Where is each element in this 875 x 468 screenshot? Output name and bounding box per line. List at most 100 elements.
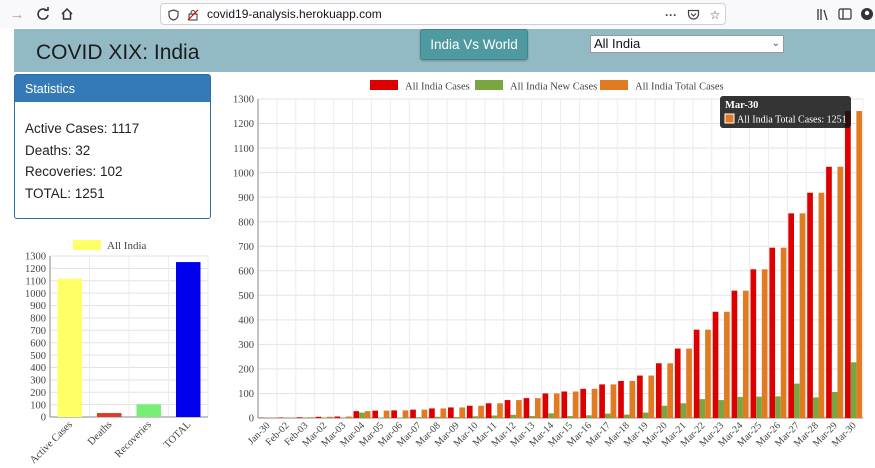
bar-mar-21-1: [680, 403, 687, 418]
bar-feb-03-0: [296, 417, 303, 418]
library-icon[interactable]: [814, 5, 832, 23]
bar-mar-08-1: [434, 416, 441, 418]
region-select-value: All India: [594, 36, 641, 51]
y-tick-label: 1200: [25, 264, 46, 275]
y-tick-label: 100: [238, 389, 254, 400]
y-tick-label: 1100: [233, 144, 254, 155]
bar-mar-26-0: [769, 247, 776, 418]
bar-mar-26-1: [775, 396, 781, 418]
bar-mar-30-1: [850, 362, 857, 418]
legend-label-1: All India New Cases: [510, 82, 597, 93]
y-tick-label: 800: [238, 217, 254, 228]
y-tick-label: 200: [238, 365, 254, 376]
y-tick-label: 0: [249, 414, 254, 425]
y-tick-label: 1300: [233, 95, 254, 106]
y-tick-label: 600: [238, 266, 254, 277]
bar-mar-04-1: [359, 412, 365, 418]
bar-mar-02-0: [315, 416, 322, 418]
bar-mar-21-2: [686, 348, 692, 418]
bar-mar-22-0: [693, 329, 700, 418]
bar-mar-22-2: [705, 329, 711, 418]
bar-mar-15-1: [567, 416, 573, 418]
y-tick-label: 100: [30, 400, 46, 411]
stat-deaths: Deaths: 32: [25, 142, 91, 158]
y-tick-label: 900: [238, 193, 254, 204]
bar-mar-20-1: [661, 405, 668, 418]
shield-icon[interactable]: [165, 7, 181, 23]
bar-mar-17-1: [604, 413, 611, 418]
bar-mar-12-1: [510, 414, 517, 418]
bar-mar-29-0: [826, 166, 832, 418]
x-tick-label: TOTAL: [162, 419, 193, 450]
chevron-down-icon: ⌄: [771, 38, 780, 49]
y-tick-label: 700: [30, 326, 46, 337]
bar-mar-18-2: [629, 380, 636, 418]
bar-mar-10-0: [466, 405, 473, 418]
stat-total: TOTAL: 1251: [25, 185, 105, 201]
home-icon[interactable]: [58, 5, 76, 23]
bar-mar-16-1: [586, 415, 592, 418]
bar-mar-24-2: [742, 290, 749, 418]
bar-mar-05-0: [372, 410, 379, 418]
bar-mar-10-2: [478, 405, 484, 418]
bar-mar-11-2: [497, 403, 503, 418]
bar-mar-18-0: [618, 380, 624, 418]
bar-mar-18-1: [623, 414, 630, 418]
bar-mar-04-2: [364, 411, 371, 418]
tooltip-swatch: [724, 113, 735, 124]
bar-mar-19-2: [648, 375, 655, 418]
page-actions-icon[interactable]: ···: [665, 8, 677, 22]
reload-icon[interactable]: [34, 5, 52, 23]
bar-mar-14-0: [542, 393, 549, 418]
legend-swatch-all-india: [73, 240, 101, 250]
legend-swatch-0: [370, 80, 398, 90]
account-icon[interactable]: [858, 5, 875, 23]
daily-cases-bar-chart: 0 100 200 300 400 500 600 700 800 900 1000 1100 1200…: [233, 80, 864, 449]
bar-mar-23-1: [718, 400, 725, 418]
region-select[interactable]: All India ⌄: [590, 35, 784, 53]
y-tick-label: 500: [238, 291, 254, 302]
bar-mar-20-0: [655, 363, 662, 418]
insecure-lock-icon[interactable]: [185, 7, 201, 23]
back-arrow-icon[interactable]: →: [9, 5, 25, 23]
x-tick-label: Deaths: [86, 419, 114, 447]
bar-mar-22-1: [699, 399, 706, 418]
bar-mar-02-2: [327, 416, 333, 418]
bar-mar-12-0: [504, 400, 511, 418]
bar-mar-09-1: [453, 417, 460, 418]
bar-mar-11-0: [485, 403, 492, 418]
bar-recoveries: [136, 404, 161, 417]
bar-mar-16-2: [591, 388, 598, 418]
y-tick-label: 900: [30, 301, 46, 312]
bar-mar-27-2: [799, 213, 806, 418]
stat-recoveries: Recoveries: 102: [25, 164, 123, 179]
bar-mar-06-2: [402, 410, 409, 418]
bar-mar-07-2: [421, 409, 428, 418]
address-bar[interactable]: covid19-analysis.herokuapp.com ··· ☆: [160, 3, 726, 25]
bar-mar-23-2: [724, 311, 730, 418]
bar-mar-14-1: [548, 413, 554, 418]
bar-mar-19-0: [637, 375, 643, 418]
bar-mar-21-0: [674, 348, 681, 418]
bar-mar-29-1: [831, 391, 838, 418]
tooltip-title: Mar-30: [725, 100, 758, 111]
y-tick-label: 700: [238, 242, 254, 253]
url-text: covid19-analysis.herokuapp.com: [207, 7, 382, 21]
bar-mar-09-0: [448, 407, 454, 418]
bar-mar-10-1: [472, 416, 479, 418]
bar-mar-20-2: [667, 363, 673, 418]
bar-mar-25-2: [761, 269, 768, 418]
pocket-icon[interactable]: [685, 7, 701, 23]
app-header: COVID XIX: India India Vs World All Indi…: [14, 29, 875, 72]
india-vs-world-button[interactable]: India Vs World: [420, 29, 528, 60]
bar-mar-08-2: [440, 408, 447, 418]
bar-mar-07-0: [410, 409, 416, 418]
bar-mar-19-1: [642, 412, 649, 418]
bookmark-star-icon[interactable]: ☆: [709, 8, 721, 22]
bar-mar-06-0: [391, 410, 397, 418]
y-tick-label: 1000: [233, 168, 254, 179]
statistics-heading: Statistics: [15, 75, 210, 102]
bar-mar-03-0: [334, 416, 341, 418]
sidebar-icon[interactable]: [836, 5, 854, 23]
bar-total: [176, 262, 201, 417]
